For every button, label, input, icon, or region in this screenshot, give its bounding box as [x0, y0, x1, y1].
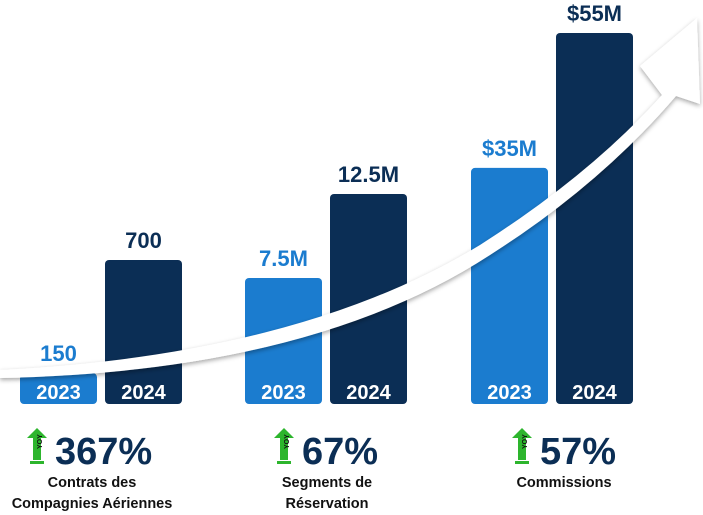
yoy-percent-1: 367%	[55, 431, 152, 473]
value-label-2-2023: 7.5M	[259, 246, 308, 271]
bar-1-2023	[20, 373, 97, 404]
trend-arrow	[0, 18, 700, 378]
value-label-3-2023: $35M	[482, 136, 537, 161]
yoy-percent-3: 57%	[540, 431, 616, 473]
yoy-badge-text: YOY	[284, 434, 291, 449]
yoy-up-arrow-icon: YOY	[512, 428, 532, 464]
year-label-1-2024: 2024	[121, 382, 166, 404]
year-label-2-2023: 2023	[261, 382, 306, 404]
bar-3-2023	[471, 167, 548, 404]
value-label-1-2024: 700	[125, 228, 162, 253]
value-label-3-2024: $55M	[567, 1, 622, 26]
bar-2-2024	[330, 194, 407, 404]
value-label-1-2023: 150	[40, 341, 77, 366]
value-label-2-2024: 12.5M	[338, 162, 399, 187]
year-label-3-2023: 2023	[487, 382, 532, 404]
year-label-2-2024: 2024	[346, 382, 391, 404]
category-label-2: Réservation	[285, 496, 368, 512]
bar-3-2024	[556, 33, 633, 404]
year-label-3-2024: 2024	[572, 382, 617, 404]
year-label-1-2023: 2023	[36, 382, 81, 404]
category-label-1: Compagnies Aériennes	[12, 496, 173, 512]
yoy-up-arrow-icon: YOY	[274, 428, 294, 464]
category-label-3: Commissions	[516, 475, 611, 491]
category-label-2: Segments de	[282, 475, 372, 491]
category-label-1: Contrats des	[48, 475, 137, 491]
yoy-badge-text: YOY	[522, 434, 529, 449]
yoy-badge-text: YOY	[37, 434, 44, 449]
yoy-percent-2: 67%	[302, 431, 378, 473]
yoy-up-arrow-icon: YOY	[27, 428, 47, 464]
